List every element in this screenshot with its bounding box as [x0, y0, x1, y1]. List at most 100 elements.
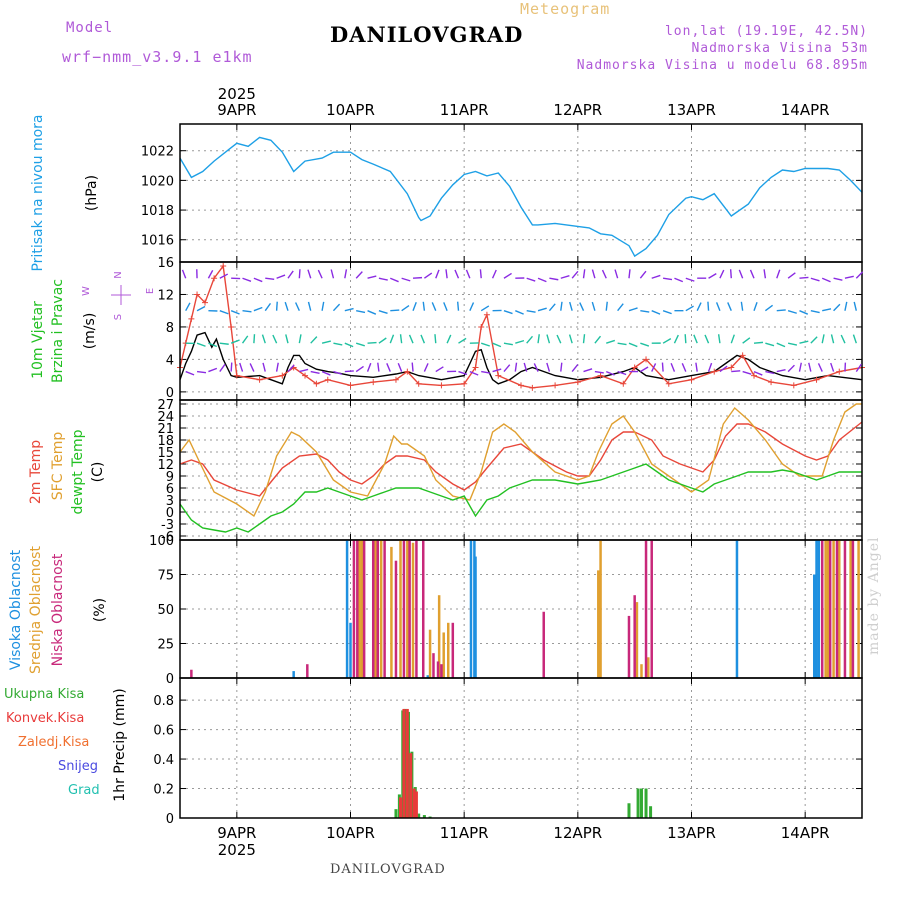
- wind-arrow: [481, 370, 491, 374]
- wind-arrow: [579, 302, 585, 311]
- wind-arrow: [208, 367, 218, 373]
- panel-wind: 0 4 8 12 16: [157, 256, 865, 401]
- x-day-label-bottom: 14APR: [781, 824, 830, 842]
- y-tick-label: 15: [157, 446, 174, 461]
- bar-cloud_low: [633, 595, 636, 678]
- wind-arrow: [594, 370, 604, 374]
- bar-precip_total: [627, 803, 631, 818]
- gust-point: [279, 372, 286, 379]
- y-tick-label: -6: [161, 530, 174, 545]
- bar-cloud_low: [402, 540, 406, 678]
- wind-arrow: [411, 362, 414, 372]
- bar-cloud_mid: [838, 540, 841, 678]
- y-tick-label: 0.4: [153, 753, 174, 768]
- bar-cloud_low: [644, 540, 648, 678]
- wind-arrow: [408, 334, 414, 344]
- wind-arrow: [264, 302, 272, 312]
- gust-point: [836, 368, 843, 375]
- bar-cloud_low: [843, 540, 847, 678]
- wind-arrow: [614, 269, 619, 279]
- wind-arrow: [830, 362, 835, 372]
- y-tick-label: 12: [157, 458, 174, 473]
- wind-arrow: [628, 307, 638, 312]
- bar-cloud_mid: [358, 540, 361, 678]
- bar-cloud_high: [815, 540, 818, 678]
- wind-arrow: [299, 368, 309, 373]
- wind-arrow: [731, 370, 741, 373]
- wind-arrow: [317, 269, 323, 279]
- panel-frame: [179, 677, 863, 819]
- wind-arrow: [310, 336, 318, 344]
- y-tick-label: 12: [157, 288, 174, 303]
- wind-arrow: [378, 337, 387, 344]
- wind-arrow: [298, 269, 301, 279]
- bar-cloud_high: [817, 540, 821, 678]
- compass-cross: [111, 285, 131, 305]
- wind-arrow: [833, 277, 843, 281]
- wind-arrow: [763, 269, 767, 279]
- wind-arrow: [219, 310, 229, 315]
- bar-cloud_mid: [826, 540, 830, 678]
- gust-point: [813, 376, 820, 383]
- gust-point: [495, 372, 502, 379]
- y-tick-label: 0.8: [153, 694, 174, 709]
- wind-arrow: [285, 334, 289, 344]
- wind-arrow: [514, 362, 518, 372]
- wind-arrow: [661, 362, 664, 372]
- bar-cloud_mid: [849, 540, 852, 678]
- wind-arrow: [344, 342, 354, 348]
- wind-arrow: [310, 370, 320, 375]
- compass-west: W: [81, 286, 92, 296]
- wind-arrow: [582, 269, 586, 279]
- panel-precip: 0 0.2 0.4 0.6 0.8: [153, 677, 863, 827]
- bar-cloud_low: [362, 540, 366, 678]
- wind-arrow: [556, 334, 562, 344]
- wind-arrow: [378, 310, 388, 315]
- gust-point: [256, 376, 263, 383]
- bar-cloud_mid: [447, 622, 450, 678]
- wind-arrow: [445, 269, 448, 279]
- panel-frame: [179, 399, 863, 541]
- panel-pressure: 1016 1018 1020 1022: [141, 123, 863, 263]
- wind-arrow: [628, 269, 631, 279]
- bar-cloud_low: [408, 540, 411, 678]
- wind-arrow: [435, 269, 440, 279]
- wind-arrow: [241, 335, 249, 344]
- wind-arrow: [673, 334, 679, 344]
- wind-arrow: [685, 277, 695, 282]
- bar-cloud_low: [436, 661, 440, 678]
- wind-arrow: [401, 304, 410, 312]
- wind-axis-unit: (m/s): [82, 313, 98, 350]
- y-tick-label: 0: [166, 812, 174, 827]
- wind-arrow: [776, 368, 786, 373]
- wind-arrow: [515, 310, 524, 315]
- wind-arrow: [853, 301, 857, 311]
- x-day-label-bottom: 12APR: [553, 824, 602, 842]
- gust-point: [188, 315, 195, 322]
- gust-point: [194, 291, 201, 298]
- wind-arrow: [571, 364, 579, 373]
- wind-arrow: [503, 342, 513, 346]
- wind-arrow: [606, 339, 616, 344]
- y-tick-label: 9: [166, 470, 174, 485]
- y-tick-label: 16: [157, 256, 174, 271]
- wind-arrow: [537, 277, 547, 283]
- wind-arrow: [765, 342, 775, 347]
- bar-cloud_high: [292, 671, 295, 678]
- wind-arrow: [693, 334, 698, 344]
- gust-point: [461, 380, 468, 387]
- wind-arrow: [662, 337, 672, 344]
- wind-arrow: [389, 334, 395, 344]
- dewpt-axis-title: dewpt Temp: [70, 429, 86, 514]
- y-tick-label: 0: [166, 386, 174, 401]
- gust-point: [552, 382, 559, 389]
- wind-arrow: [434, 334, 437, 344]
- gust-point: [228, 323, 235, 330]
- pressure-axis-unit: (hPa): [84, 175, 100, 211]
- wind-arrow: [287, 270, 294, 279]
- wind-arrow: [569, 301, 573, 311]
- bar-cloud_mid: [411, 542, 415, 678]
- wind-arrow: [639, 270, 647, 279]
